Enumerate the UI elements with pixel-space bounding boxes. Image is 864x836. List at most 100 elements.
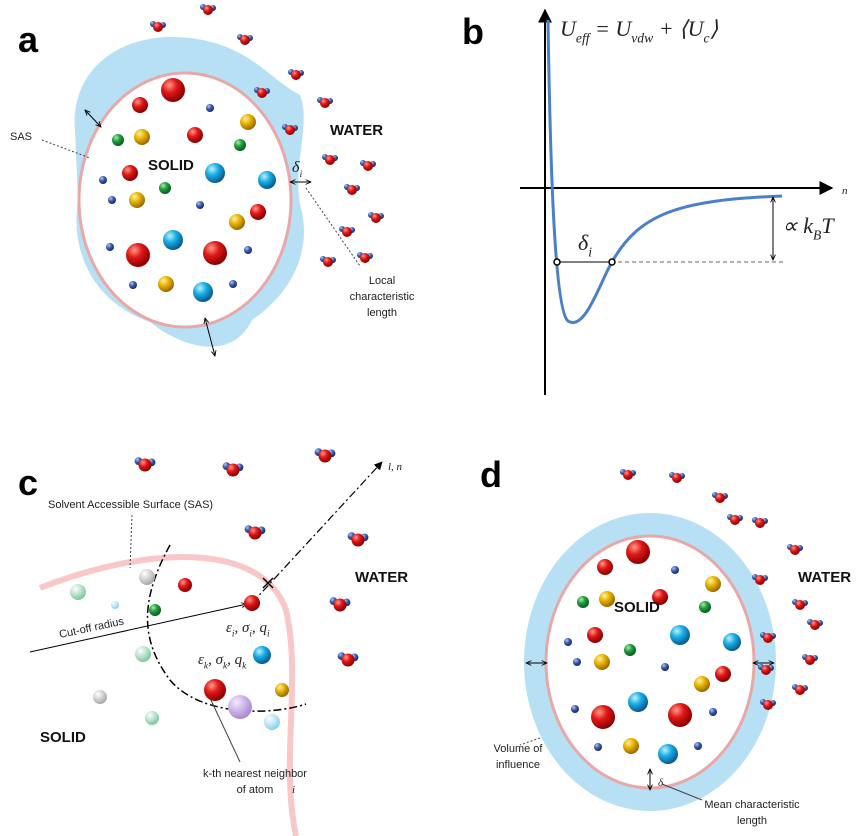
atom [250,204,266,220]
atom [257,88,267,98]
atom [139,459,152,472]
atom [153,22,163,32]
atom [623,738,639,754]
atom [228,695,252,719]
atom [670,625,690,645]
delta: δ [658,777,664,789]
atom [360,253,370,263]
atom [285,125,295,135]
atom [715,666,731,682]
atom [204,679,226,701]
atom [161,78,185,102]
atom [342,654,355,667]
atom [810,620,820,630]
atom [129,192,145,208]
axis-label: n [842,185,848,197]
label: SOLID [40,729,86,746]
atom [671,566,679,574]
atom [99,176,107,184]
panel-label: d [480,454,502,495]
atom [763,700,773,710]
atom [240,114,256,130]
atom [795,685,805,695]
formula-part: = U [590,16,634,41]
atom [755,518,765,528]
label: WATER [355,569,408,586]
formula-part: + ⟨U [653,16,705,41]
label: characteristic [350,291,415,303]
atom [234,139,246,151]
atom [249,527,262,540]
atom [145,711,159,725]
label: Volume of [494,743,544,755]
atom [594,654,610,670]
label: i [292,784,295,796]
atom [626,540,650,564]
atom [139,569,155,585]
atom [597,559,613,575]
atom [122,165,138,181]
label: SOLID [148,157,194,174]
label: Cut-off radius [58,615,125,641]
atom [723,633,741,651]
atom [126,243,150,267]
atom [253,646,271,664]
atom [196,201,204,209]
atom [672,473,682,483]
params-part: , q [227,652,243,668]
delta-sub: i [588,245,592,260]
atom [163,230,183,250]
atom [158,276,174,292]
atom [149,604,161,616]
atom [244,595,260,611]
label: length [737,815,767,827]
atom [325,155,335,165]
potential-curve [548,20,782,323]
panel-label: b [462,11,484,52]
atom [763,633,773,643]
atom [628,692,648,712]
atom [571,705,579,713]
atom [106,243,114,251]
atom [795,600,805,610]
atom [577,596,589,608]
label: Local [369,275,395,287]
atom [699,601,711,613]
atom [761,665,771,675]
label: length [367,307,397,319]
atom [599,591,615,607]
atom [129,281,137,289]
energy: ∝ kBT [782,213,835,243]
atom [323,257,333,267]
atom [347,185,357,195]
label: k-th nearest neighbor [203,768,307,780]
atom [134,129,150,145]
atom [291,70,301,80]
crossing-point [554,259,560,265]
formula-part: ⟩ [710,16,719,41]
formula-sub: vdw [631,31,653,46]
atom [108,196,116,204]
label: SAS [10,131,32,143]
atom [178,578,192,592]
atom [661,663,669,671]
atom [132,97,148,113]
atom [70,584,86,600]
label: influence [496,759,540,771]
atom [573,658,581,666]
delta: δi [578,230,592,260]
atom [112,134,124,146]
params: εk, σk, qk [198,652,247,672]
formula: Ueff = Uvdw + ⟨Uc⟩ [560,16,719,46]
figure: aSASSOLIDWATERδiLocalcharacteristiclengt… [0,0,864,836]
panel-label: a [18,19,39,60]
params-sub: i [267,630,270,640]
atom [187,127,203,143]
atom [193,282,213,302]
atom [658,744,678,764]
atom [264,714,280,730]
atom [371,213,381,223]
label: Mean characteristic [704,799,800,811]
atom [203,241,227,265]
params-sub: k [242,662,247,672]
